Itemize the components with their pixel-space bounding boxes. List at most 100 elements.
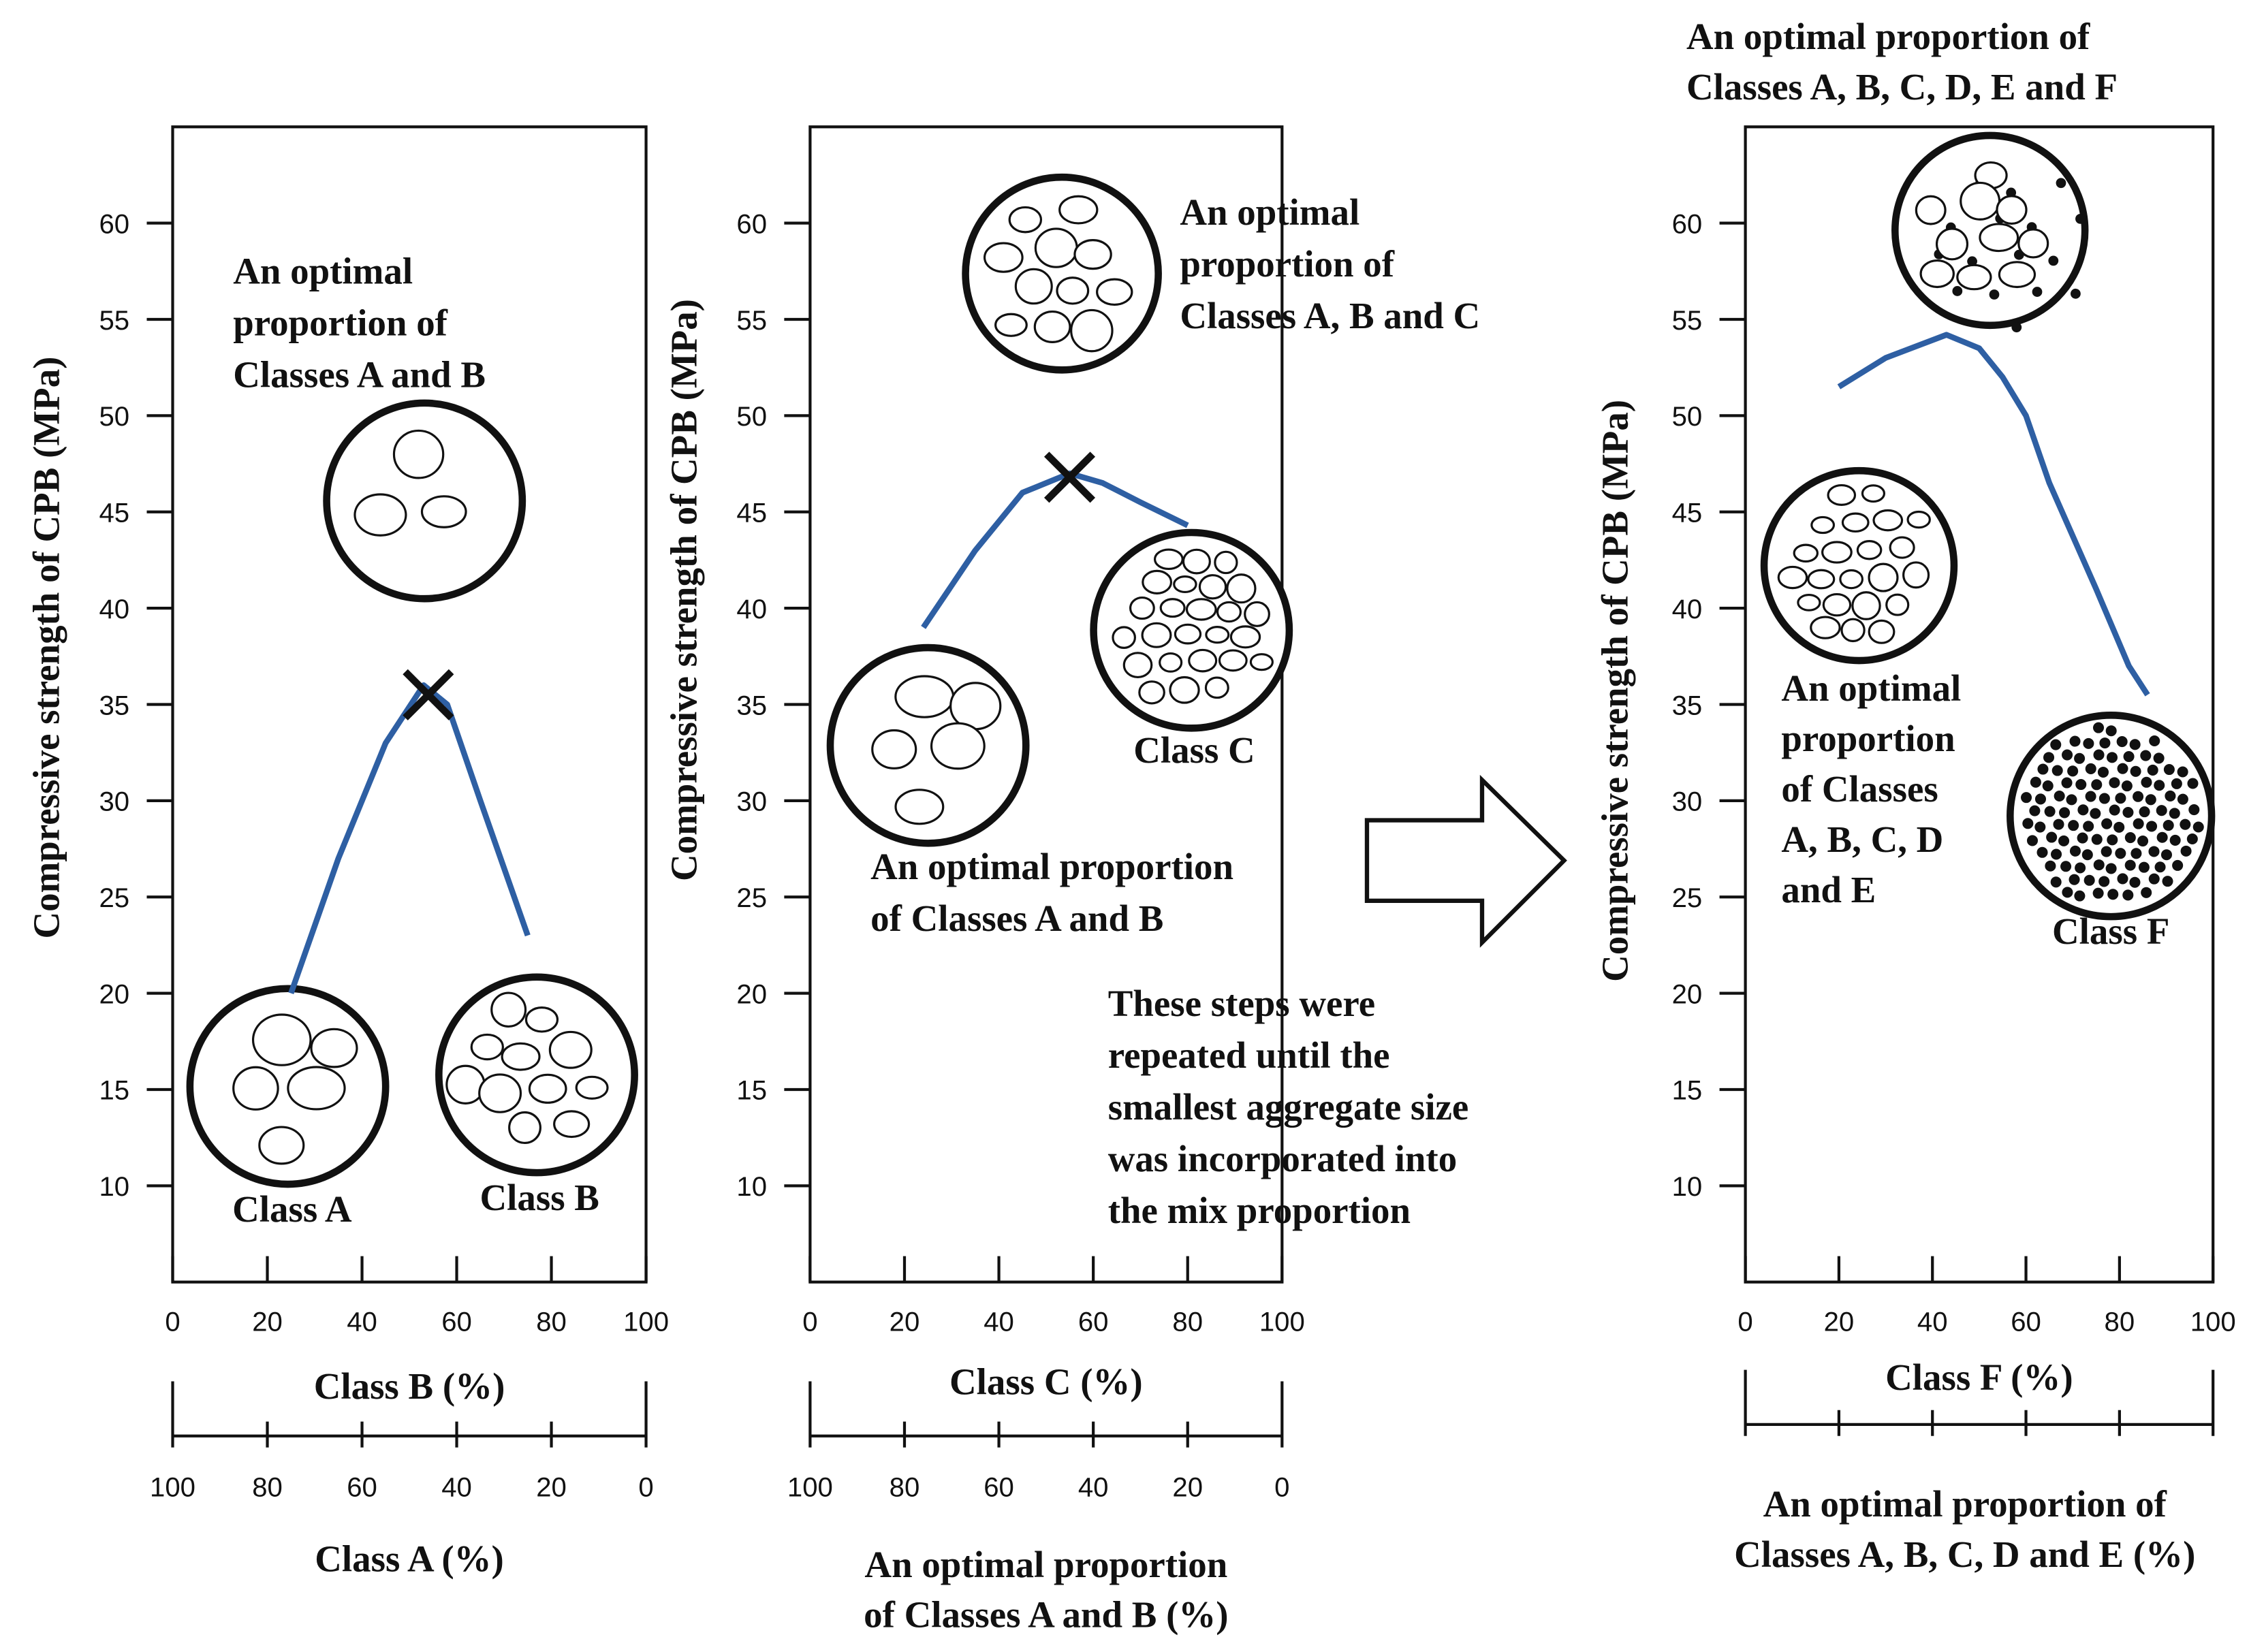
particle-illustration bbox=[186, 985, 390, 1188]
y-tick-label: 50 bbox=[1672, 401, 1703, 432]
particle bbox=[2069, 874, 2080, 885]
annotation: of Classes bbox=[1781, 768, 1938, 810]
particle bbox=[1868, 562, 1899, 592]
particle bbox=[501, 1042, 541, 1071]
particle bbox=[2115, 848, 2126, 859]
particle bbox=[2092, 887, 2104, 899]
particle bbox=[1112, 626, 1136, 649]
particle bbox=[2081, 849, 2093, 861]
particle bbox=[2149, 735, 2160, 747]
particle bbox=[1777, 565, 1808, 590]
particle bbox=[2045, 860, 2056, 872]
y-tick-label: 30 bbox=[99, 787, 129, 817]
particle bbox=[1827, 483, 1857, 506]
x-tick-label: 40 bbox=[984, 1307, 1014, 1337]
particle bbox=[2085, 763, 2096, 774]
annotation: Class A bbox=[232, 1188, 352, 1230]
particle bbox=[2145, 794, 2156, 806]
x-tick-label: 60 bbox=[441, 1307, 472, 1337]
particle bbox=[1915, 195, 1947, 225]
particle bbox=[1033, 310, 1071, 343]
y-tick-label: 45 bbox=[736, 498, 767, 528]
particle bbox=[1935, 227, 1969, 261]
particle-illustration bbox=[1090, 528, 1293, 732]
particle bbox=[2030, 776, 2041, 788]
particle bbox=[2098, 793, 2110, 804]
particle bbox=[2066, 794, 2077, 806]
x-tick-label: 0 bbox=[165, 1307, 180, 1337]
particle bbox=[2124, 859, 2136, 871]
y-tick-label: 40 bbox=[1672, 594, 1703, 624]
x2-tick-label: 100 bbox=[150, 1472, 195, 1502]
particle bbox=[524, 1006, 559, 1033]
y-tick-label: 15 bbox=[1672, 1075, 1703, 1106]
particle bbox=[353, 493, 407, 537]
particle bbox=[2021, 792, 2032, 804]
particle-illustration bbox=[1760, 466, 1958, 665]
particle bbox=[1996, 195, 2028, 225]
x2-tick-label: 60 bbox=[347, 1472, 377, 1502]
particle bbox=[2044, 806, 2056, 817]
annotation: These steps were bbox=[1108, 983, 1375, 1024]
y-tick-label: 35 bbox=[99, 690, 129, 720]
particle bbox=[2124, 832, 2136, 844]
x2-axis-label: An optimal proportion of bbox=[1763, 1483, 2167, 1525]
particle bbox=[1014, 268, 1053, 305]
particle bbox=[2074, 752, 2086, 764]
y-tick-label: 45 bbox=[1672, 498, 1703, 528]
particle bbox=[1218, 649, 1248, 672]
particle bbox=[2068, 820, 2079, 831]
x2-tick-label: 40 bbox=[441, 1472, 472, 1502]
x2-tick-label: 20 bbox=[536, 1472, 567, 1502]
annotation: proportion of bbox=[233, 302, 447, 344]
x-axis-label: Class C (%) bbox=[949, 1361, 1143, 1402]
particle bbox=[1129, 596, 1155, 620]
particle bbox=[2137, 836, 2149, 847]
particle bbox=[2061, 777, 2073, 789]
peak-marker bbox=[403, 669, 454, 720]
y-axis-label: Compressive strength of CPB (MPa) bbox=[1594, 400, 1635, 982]
particle bbox=[2188, 804, 2200, 816]
particle bbox=[1979, 223, 2019, 253]
particle bbox=[1226, 573, 1257, 604]
x-tick-label: 60 bbox=[2011, 1307, 2041, 1337]
x2-tick-label: 100 bbox=[787, 1472, 833, 1502]
particle bbox=[2062, 887, 2073, 898]
y-tick-label: 10 bbox=[1672, 1171, 1703, 1202]
particle bbox=[1073, 239, 1112, 270]
particle bbox=[2109, 804, 2120, 816]
particle bbox=[2022, 818, 2034, 829]
particle bbox=[949, 682, 1002, 731]
particle bbox=[1797, 593, 1821, 611]
particle bbox=[2067, 765, 2079, 777]
particle bbox=[1861, 484, 1886, 503]
particle bbox=[2187, 778, 2199, 789]
particle bbox=[2154, 780, 2165, 791]
x2-tick-label: 60 bbox=[984, 1472, 1014, 1502]
particle bbox=[2105, 863, 2117, 874]
y-tick-label: 15 bbox=[99, 1075, 129, 1106]
particle bbox=[2133, 791, 2144, 802]
particle bbox=[2050, 739, 2062, 750]
x-tick-label: 100 bbox=[2190, 1307, 2236, 1337]
particle bbox=[2121, 780, 2133, 792]
particle bbox=[2139, 806, 2150, 818]
particle bbox=[1008, 206, 1043, 234]
particle bbox=[392, 429, 445, 479]
data-line bbox=[1837, 332, 2150, 697]
particle bbox=[553, 1110, 591, 1139]
particle bbox=[2122, 889, 2134, 901]
particle bbox=[2037, 763, 2049, 775]
particle bbox=[478, 1073, 522, 1113]
particle bbox=[2098, 876, 2110, 887]
particle bbox=[2122, 806, 2134, 819]
particle bbox=[2180, 845, 2192, 857]
particle bbox=[445, 1064, 486, 1105]
annotation: proportion of bbox=[1180, 243, 1394, 285]
annotation: Classes A and B bbox=[233, 354, 486, 396]
particle bbox=[2192, 821, 2204, 833]
particle bbox=[2116, 736, 2128, 748]
y-axis-label: Compressive strength of CPB (MPa) bbox=[663, 299, 705, 881]
particle bbox=[1810, 616, 1841, 639]
